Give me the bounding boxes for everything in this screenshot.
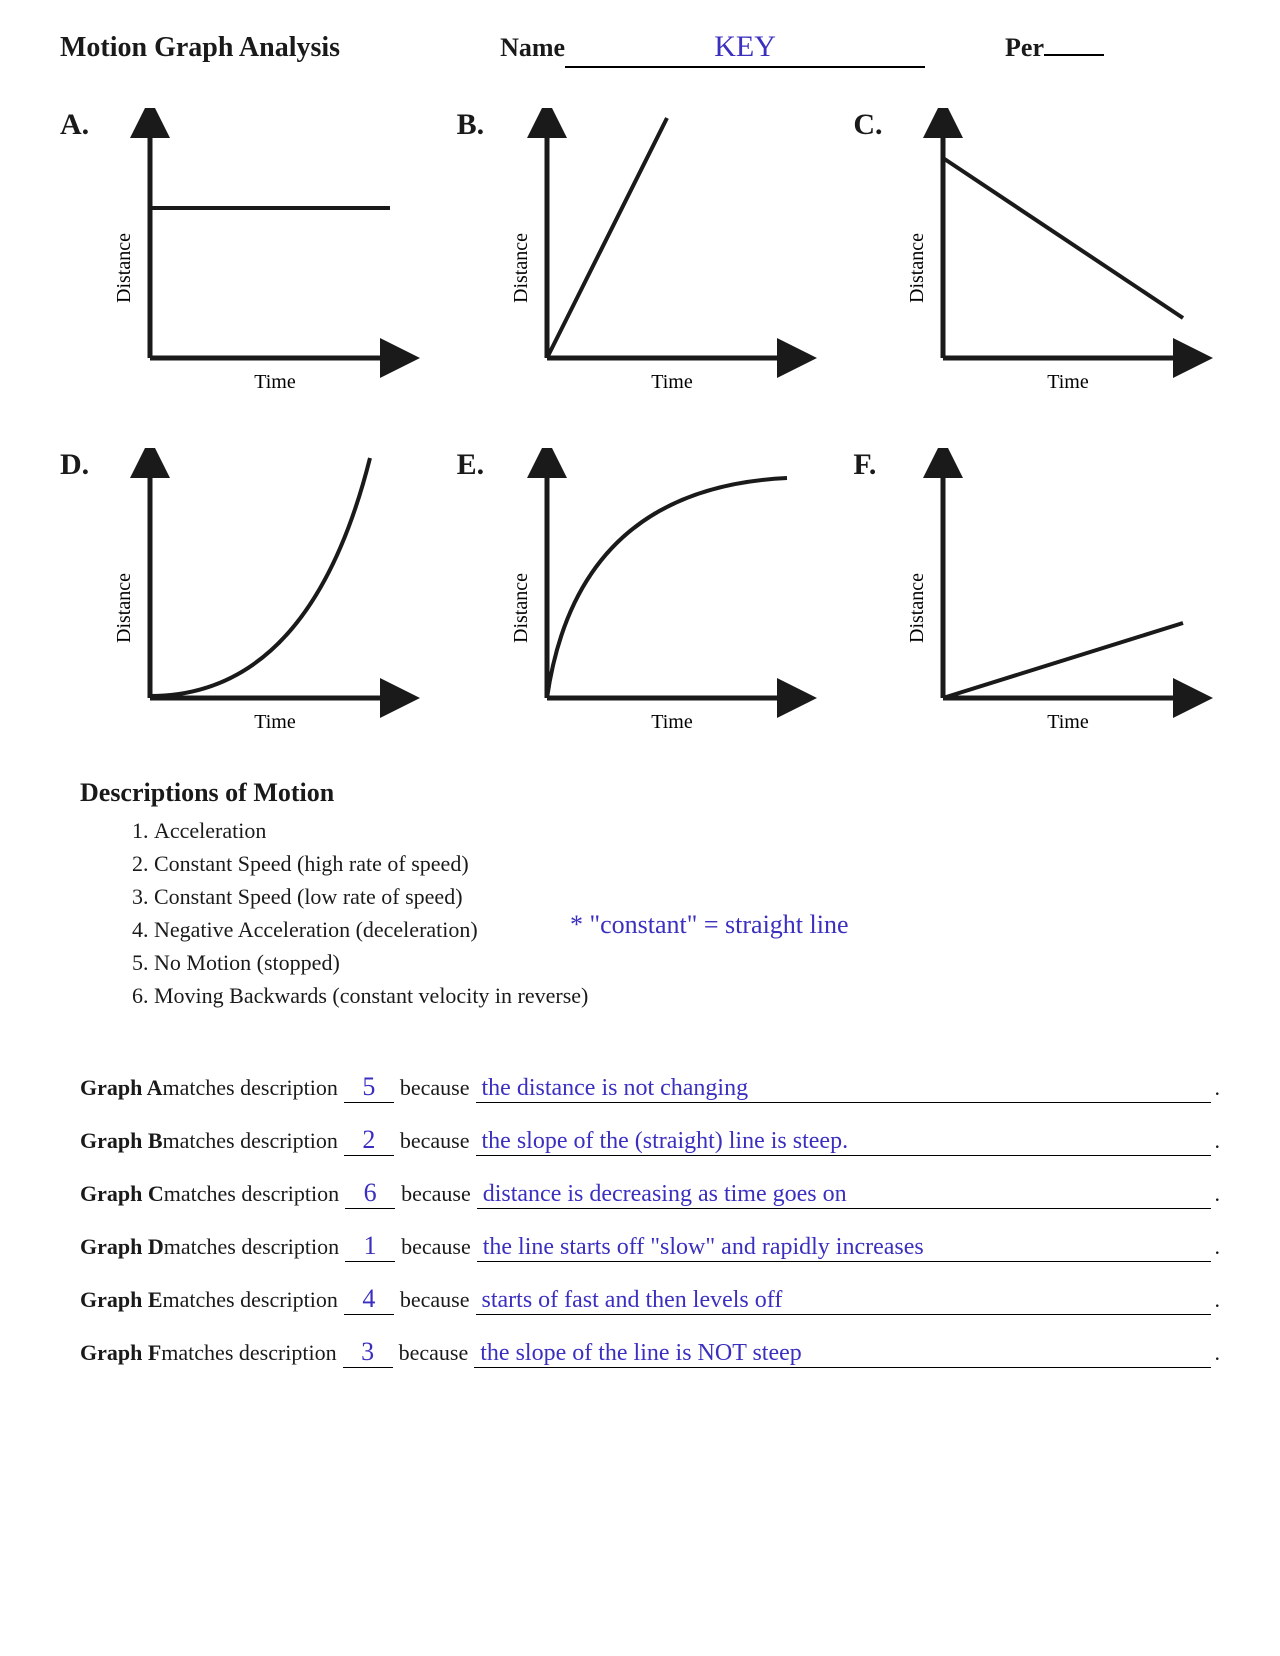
answer-row: Graph D matches description 1 because th… [80, 1231, 1220, 1262]
name-group: Name KEY [500, 30, 925, 68]
answer-row: Graph E matches description 4 because st… [80, 1284, 1220, 1315]
answer-row: Graph B matches description 2 because th… [80, 1125, 1220, 1156]
desc-item: No Motion (stopped) [154, 946, 1220, 979]
answer-graph: Graph D [80, 1234, 164, 1260]
svg-text:Time: Time [1048, 371, 1090, 393]
graph-b: B. Distance Time [457, 108, 817, 398]
svg-text:Distance: Distance [906, 233, 928, 303]
answer-row: Graph F matches description 3 because th… [80, 1337, 1220, 1368]
handwritten-note: * "constant" = straight line [570, 910, 849, 940]
answer-graph: Graph A [80, 1075, 163, 1101]
name-label: Name [500, 33, 565, 63]
svg-text:Distance: Distance [510, 573, 532, 643]
graph-a-svg: Distance Time [110, 108, 420, 398]
answer-reason[interactable]: the distance is not changing [476, 1075, 1211, 1103]
answer-because: because [400, 1075, 470, 1101]
answers-section: Graph A matches description 5 because th… [80, 1072, 1220, 1368]
graph-c-svg: Distance Time [903, 108, 1213, 398]
answer-graph: Graph F [80, 1340, 161, 1366]
svg-text:Time: Time [254, 711, 296, 733]
answer-num[interactable]: 6 [345, 1178, 395, 1209]
svg-text:Time: Time [651, 371, 693, 393]
answer-num[interactable]: 5 [344, 1072, 394, 1103]
answer-reason[interactable]: the slope of the line is NOT steep [474, 1340, 1210, 1368]
svg-text:Distance: Distance [906, 573, 928, 643]
graph-letter: A. [60, 108, 89, 142]
graph-e-svg: Distance Time [507, 448, 817, 738]
desc-item: Moving Backwards (constant velocity in r… [154, 979, 1220, 1012]
answer-reason[interactable]: starts of fast and then levels off [476, 1287, 1211, 1315]
header: Motion Graph Analysis Name KEY Per [60, 30, 1220, 68]
answer-graph: Graph E [80, 1287, 163, 1313]
desc-item: Constant Speed (high rate of speed) [154, 847, 1220, 880]
per-group: Per [1005, 33, 1104, 63]
graph-grid: A. Distance Time B. Distanc [60, 108, 1220, 738]
name-field[interactable]: KEY [565, 30, 925, 68]
descriptions-section: Descriptions of Motion Acceleration Cons… [60, 778, 1220, 1012]
answer-graph: Graph B [80, 1128, 163, 1154]
svg-text:Time: Time [651, 711, 693, 733]
answer-num[interactable]: 3 [343, 1337, 393, 1368]
answer-num[interactable]: 4 [344, 1284, 394, 1315]
answer-reason[interactable]: the line starts off "slow" and rapidly i… [477, 1234, 1211, 1262]
graph-letter: C. [853, 108, 882, 142]
graph-d: D. Distance Time [60, 448, 420, 738]
graph-letter: E. [457, 448, 485, 482]
page-title: Motion Graph Analysis [60, 32, 340, 64]
svg-text:Distance: Distance [113, 573, 135, 643]
graph-f-svg: Distance Time [903, 448, 1213, 738]
graph-letter: D. [60, 448, 89, 482]
graph-e: E. Distance Time [457, 448, 817, 738]
graph-d-svg: Distance Time [110, 448, 420, 738]
svg-text:Distance: Distance [510, 233, 532, 303]
per-label: Per [1005, 33, 1044, 63]
graph-letter: B. [457, 108, 485, 142]
worksheet-page: Motion Graph Analysis Name KEY Per A. [0, 0, 1280, 1656]
graph-f: F. Distance Time [853, 448, 1213, 738]
answer-row: Graph A matches description 5 because th… [80, 1072, 1220, 1103]
answer-graph: Graph C [80, 1181, 164, 1207]
answer-num[interactable]: 1 [345, 1231, 395, 1262]
x-axis-label: Time [254, 371, 296, 393]
per-field[interactable] [1044, 54, 1104, 56]
graph-a: A. Distance Time [60, 108, 420, 398]
answer-reason[interactable]: the slope of the (straight) line is stee… [476, 1128, 1211, 1156]
graph-letter: F. [853, 448, 876, 482]
answer-reason[interactable]: distance is decreasing as time goes on [477, 1181, 1211, 1209]
descriptions-title: Descriptions of Motion [80, 778, 1220, 808]
y-axis-label: Distance [113, 233, 135, 303]
desc-item: Constant Speed (low rate of speed) [154, 880, 1220, 913]
graph-c: C. Distance Time [853, 108, 1213, 398]
graph-b-svg: Distance Time [507, 108, 817, 398]
answer-num[interactable]: 2 [344, 1125, 394, 1156]
desc-item: Acceleration [154, 814, 1220, 847]
svg-text:Time: Time [1048, 711, 1090, 733]
answer-row: Graph C matches description 6 because di… [80, 1178, 1220, 1209]
answer-matches: matches description [163, 1075, 338, 1101]
